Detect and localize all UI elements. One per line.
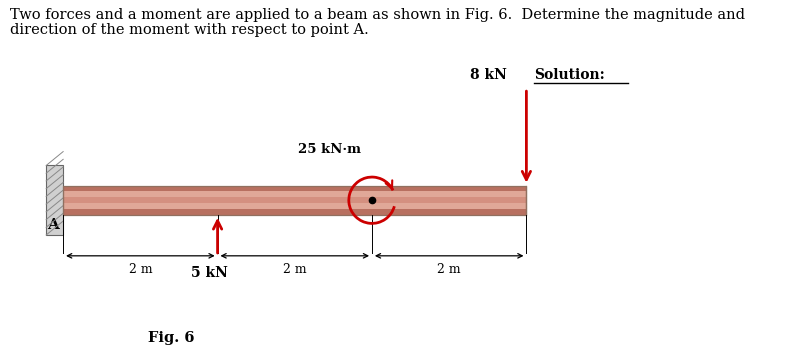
Text: 2 m: 2 m (437, 263, 461, 276)
Bar (63, 185, 527, 192)
Bar (63, 209, 527, 215)
Text: Two forces and a moment are applied to a beam as shown in Fig. 6.  Determine the: Two forces and a moment are applied to a… (10, 8, 745, 22)
Text: 25 kN·m: 25 kN·m (298, 143, 361, 156)
Text: 2 m: 2 m (283, 263, 306, 276)
Bar (63, 197, 527, 203)
Text: direction of the moment with respect to point A.: direction of the moment with respect to … (10, 23, 369, 37)
Bar (63, 185, 527, 215)
Bar (46, 165, 63, 235)
Text: Solution:: Solution: (534, 68, 605, 82)
Text: 5 kN: 5 kN (192, 266, 228, 280)
Text: 8 kN: 8 kN (470, 68, 507, 82)
Text: Fig. 6: Fig. 6 (148, 332, 195, 345)
Text: 2 m: 2 m (128, 263, 152, 276)
Bar (63, 203, 527, 209)
Bar (63, 192, 527, 197)
Text: A: A (47, 218, 59, 232)
